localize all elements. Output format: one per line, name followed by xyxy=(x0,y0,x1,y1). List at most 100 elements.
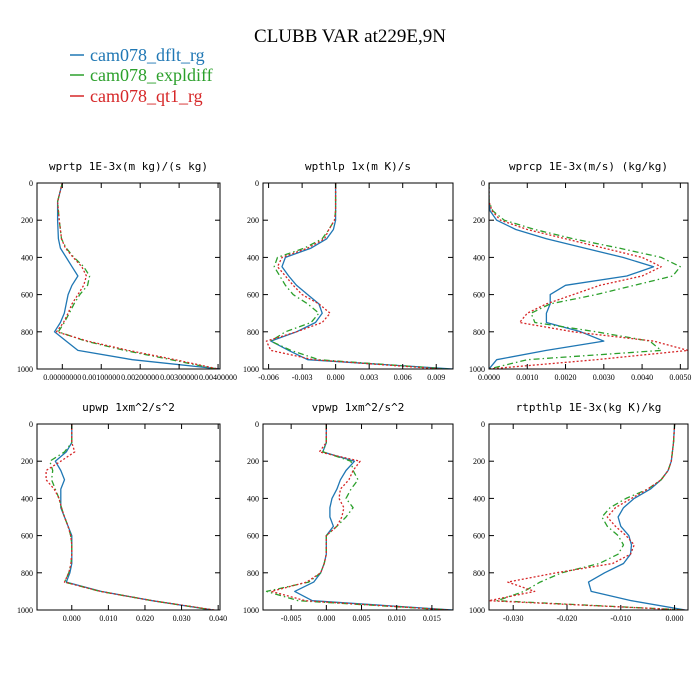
chart-panel-5: vpwp 1xm^2/s^2 0 200 400 600 800 1000 -0.005 0.0… xyxy=(243,401,454,623)
y-tick-label: 200 xyxy=(21,216,33,225)
y-tick-label: 1000 xyxy=(17,365,33,374)
y-tick-label: 1000 xyxy=(17,606,33,615)
y-tick-label: 200 xyxy=(473,457,485,466)
y-tick-label: 1000 xyxy=(469,606,485,615)
plot-frame xyxy=(36,182,221,370)
x-tick-label: 0.000 xyxy=(63,614,81,623)
x-tick-label: -0.006 xyxy=(258,373,279,382)
panel-title: upwp 1xm^2/s^2 xyxy=(82,401,175,414)
x-tick-label: 0.00400000 xyxy=(199,373,237,382)
y-tick-label: 800 xyxy=(21,569,33,578)
y-tick-label: 0 xyxy=(29,420,33,429)
chart-panel-6: rtpthlp 1E-3x(kg K)/kg 0 200 400 600 800 1000 -… xyxy=(469,401,689,623)
series-line-3 xyxy=(45,424,215,610)
y-tick-label: 600 xyxy=(247,291,259,300)
panel-title: wprcp 1E-3x(m/s) (kg/kg) xyxy=(509,160,668,173)
x-tick-label: 0.0050 xyxy=(669,373,691,382)
x-tick-label: 0.00300000 xyxy=(160,373,198,382)
series-line-1 xyxy=(53,183,220,369)
y-tick-label: 1000 xyxy=(469,365,485,374)
plot-frame xyxy=(488,182,689,370)
series-line-2 xyxy=(265,424,450,610)
x-tick-label: 0.010 xyxy=(99,614,117,623)
plot-frame xyxy=(36,423,221,611)
x-tick-label: 0.000 xyxy=(327,373,345,382)
y-tick-label: 400 xyxy=(473,253,485,262)
series-line-3 xyxy=(55,183,219,369)
x-tick-label: 0.00000000 xyxy=(43,373,81,382)
series-line-1 xyxy=(587,424,686,610)
y-tick-label: 200 xyxy=(247,457,259,466)
x-tick-label: 0.015 xyxy=(423,614,441,623)
series-line-2 xyxy=(496,424,686,610)
chart-panel-1: wprtp 1E-3x(m kg)/(s kg) 0 200 400 600 800 100… xyxy=(17,160,237,382)
x-tick-label: 0.00200000 xyxy=(121,373,159,382)
y-tick-label: 0 xyxy=(255,179,259,188)
x-tick-label: -0.020 xyxy=(557,614,578,623)
x-tick-label: 0.003 xyxy=(360,373,378,382)
x-tick-label: 0.005 xyxy=(353,614,371,623)
panel-title: wprtp 1E-3x(m kg)/(s kg) xyxy=(49,160,208,173)
x-tick-label: 0.020 xyxy=(136,614,154,623)
y-tick-label: 0 xyxy=(255,420,259,429)
series-line-1 xyxy=(54,424,213,610)
x-tick-label: 0.030 xyxy=(173,614,191,623)
x-tick-label: 0.040 xyxy=(209,614,227,623)
plot-frame xyxy=(488,423,689,611)
chart-panel-3: wprcp 1E-3x(m/s) (kg/kg) 0 200 400 600 800 100… xyxy=(469,160,691,382)
y-tick-label: 400 xyxy=(247,253,259,262)
y-tick-label: 400 xyxy=(21,253,33,262)
x-tick-label: -0.030 xyxy=(503,614,524,623)
y-tick-label: 600 xyxy=(21,291,33,300)
x-tick-label: 0.0040 xyxy=(631,373,653,382)
panel-title: rtpthlp 1E-3x(kg K)/kg xyxy=(516,401,662,414)
y-tick-label: 0 xyxy=(481,420,485,429)
x-tick-label: -0.005 xyxy=(281,614,302,623)
y-tick-label: 600 xyxy=(21,532,33,541)
y-tick-label: 200 xyxy=(473,216,485,225)
series-line-2 xyxy=(49,424,213,610)
chart-panels: wprtp 1E-3x(m kg)/(s kg) 0 200 400 600 800 100… xyxy=(17,160,691,623)
y-tick-label: 800 xyxy=(247,569,259,578)
series-line-2 xyxy=(270,183,448,369)
legend-label-qt1: cam078_qt1_rg xyxy=(90,86,203,106)
series-line-1 xyxy=(489,183,655,369)
legend-label-expldiff: cam078_expldiff xyxy=(90,65,213,85)
y-tick-label: 1000 xyxy=(243,606,259,615)
y-tick-label: 800 xyxy=(473,569,485,578)
x-tick-label: 0.000 xyxy=(666,614,684,623)
x-tick-label: 0.009 xyxy=(427,373,445,382)
y-tick-label: 600 xyxy=(247,532,259,541)
x-tick-label: -0.003 xyxy=(292,373,313,382)
series-line-3 xyxy=(489,183,688,369)
legend-label-dflt: cam078_dflt_rg xyxy=(90,45,205,65)
panel-title: wpthlp 1x(m K)/s xyxy=(305,160,411,173)
y-tick-label: 600 xyxy=(473,532,485,541)
y-tick-label: 200 xyxy=(21,457,33,466)
y-tick-label: 0 xyxy=(481,179,485,188)
chart-panel-4: upwp 1xm^2/s^2 0 200 400 600 800 1000 0.000 0.01… xyxy=(17,401,227,623)
y-tick-label: 400 xyxy=(247,494,259,503)
x-tick-label: 0.010 xyxy=(388,614,406,623)
plot-frame xyxy=(262,423,454,611)
x-tick-label: 0.000 xyxy=(317,614,335,623)
y-tick-label: 600 xyxy=(473,291,485,300)
x-tick-label: 0.006 xyxy=(394,373,412,382)
x-tick-label: -0.010 xyxy=(610,614,631,623)
x-tick-label: 0.0030 xyxy=(593,373,615,382)
series-line-1 xyxy=(270,183,453,369)
y-tick-label: 1000 xyxy=(243,365,259,374)
series-line-3 xyxy=(270,424,450,610)
y-tick-label: 800 xyxy=(21,328,33,337)
plot-frame xyxy=(262,182,454,370)
series-line-3 xyxy=(489,424,686,610)
panel-title: vpwp 1xm^2/s^2 xyxy=(312,401,405,414)
y-tick-label: 400 xyxy=(21,494,33,503)
x-tick-label: 0.0020 xyxy=(555,373,577,382)
y-tick-label: 200 xyxy=(247,216,259,225)
figure-title: CLUBB VAR at229E,9N xyxy=(254,26,446,47)
series-line-3 xyxy=(265,183,442,369)
y-tick-label: 0 xyxy=(29,179,33,188)
series-line-1 xyxy=(294,424,453,610)
